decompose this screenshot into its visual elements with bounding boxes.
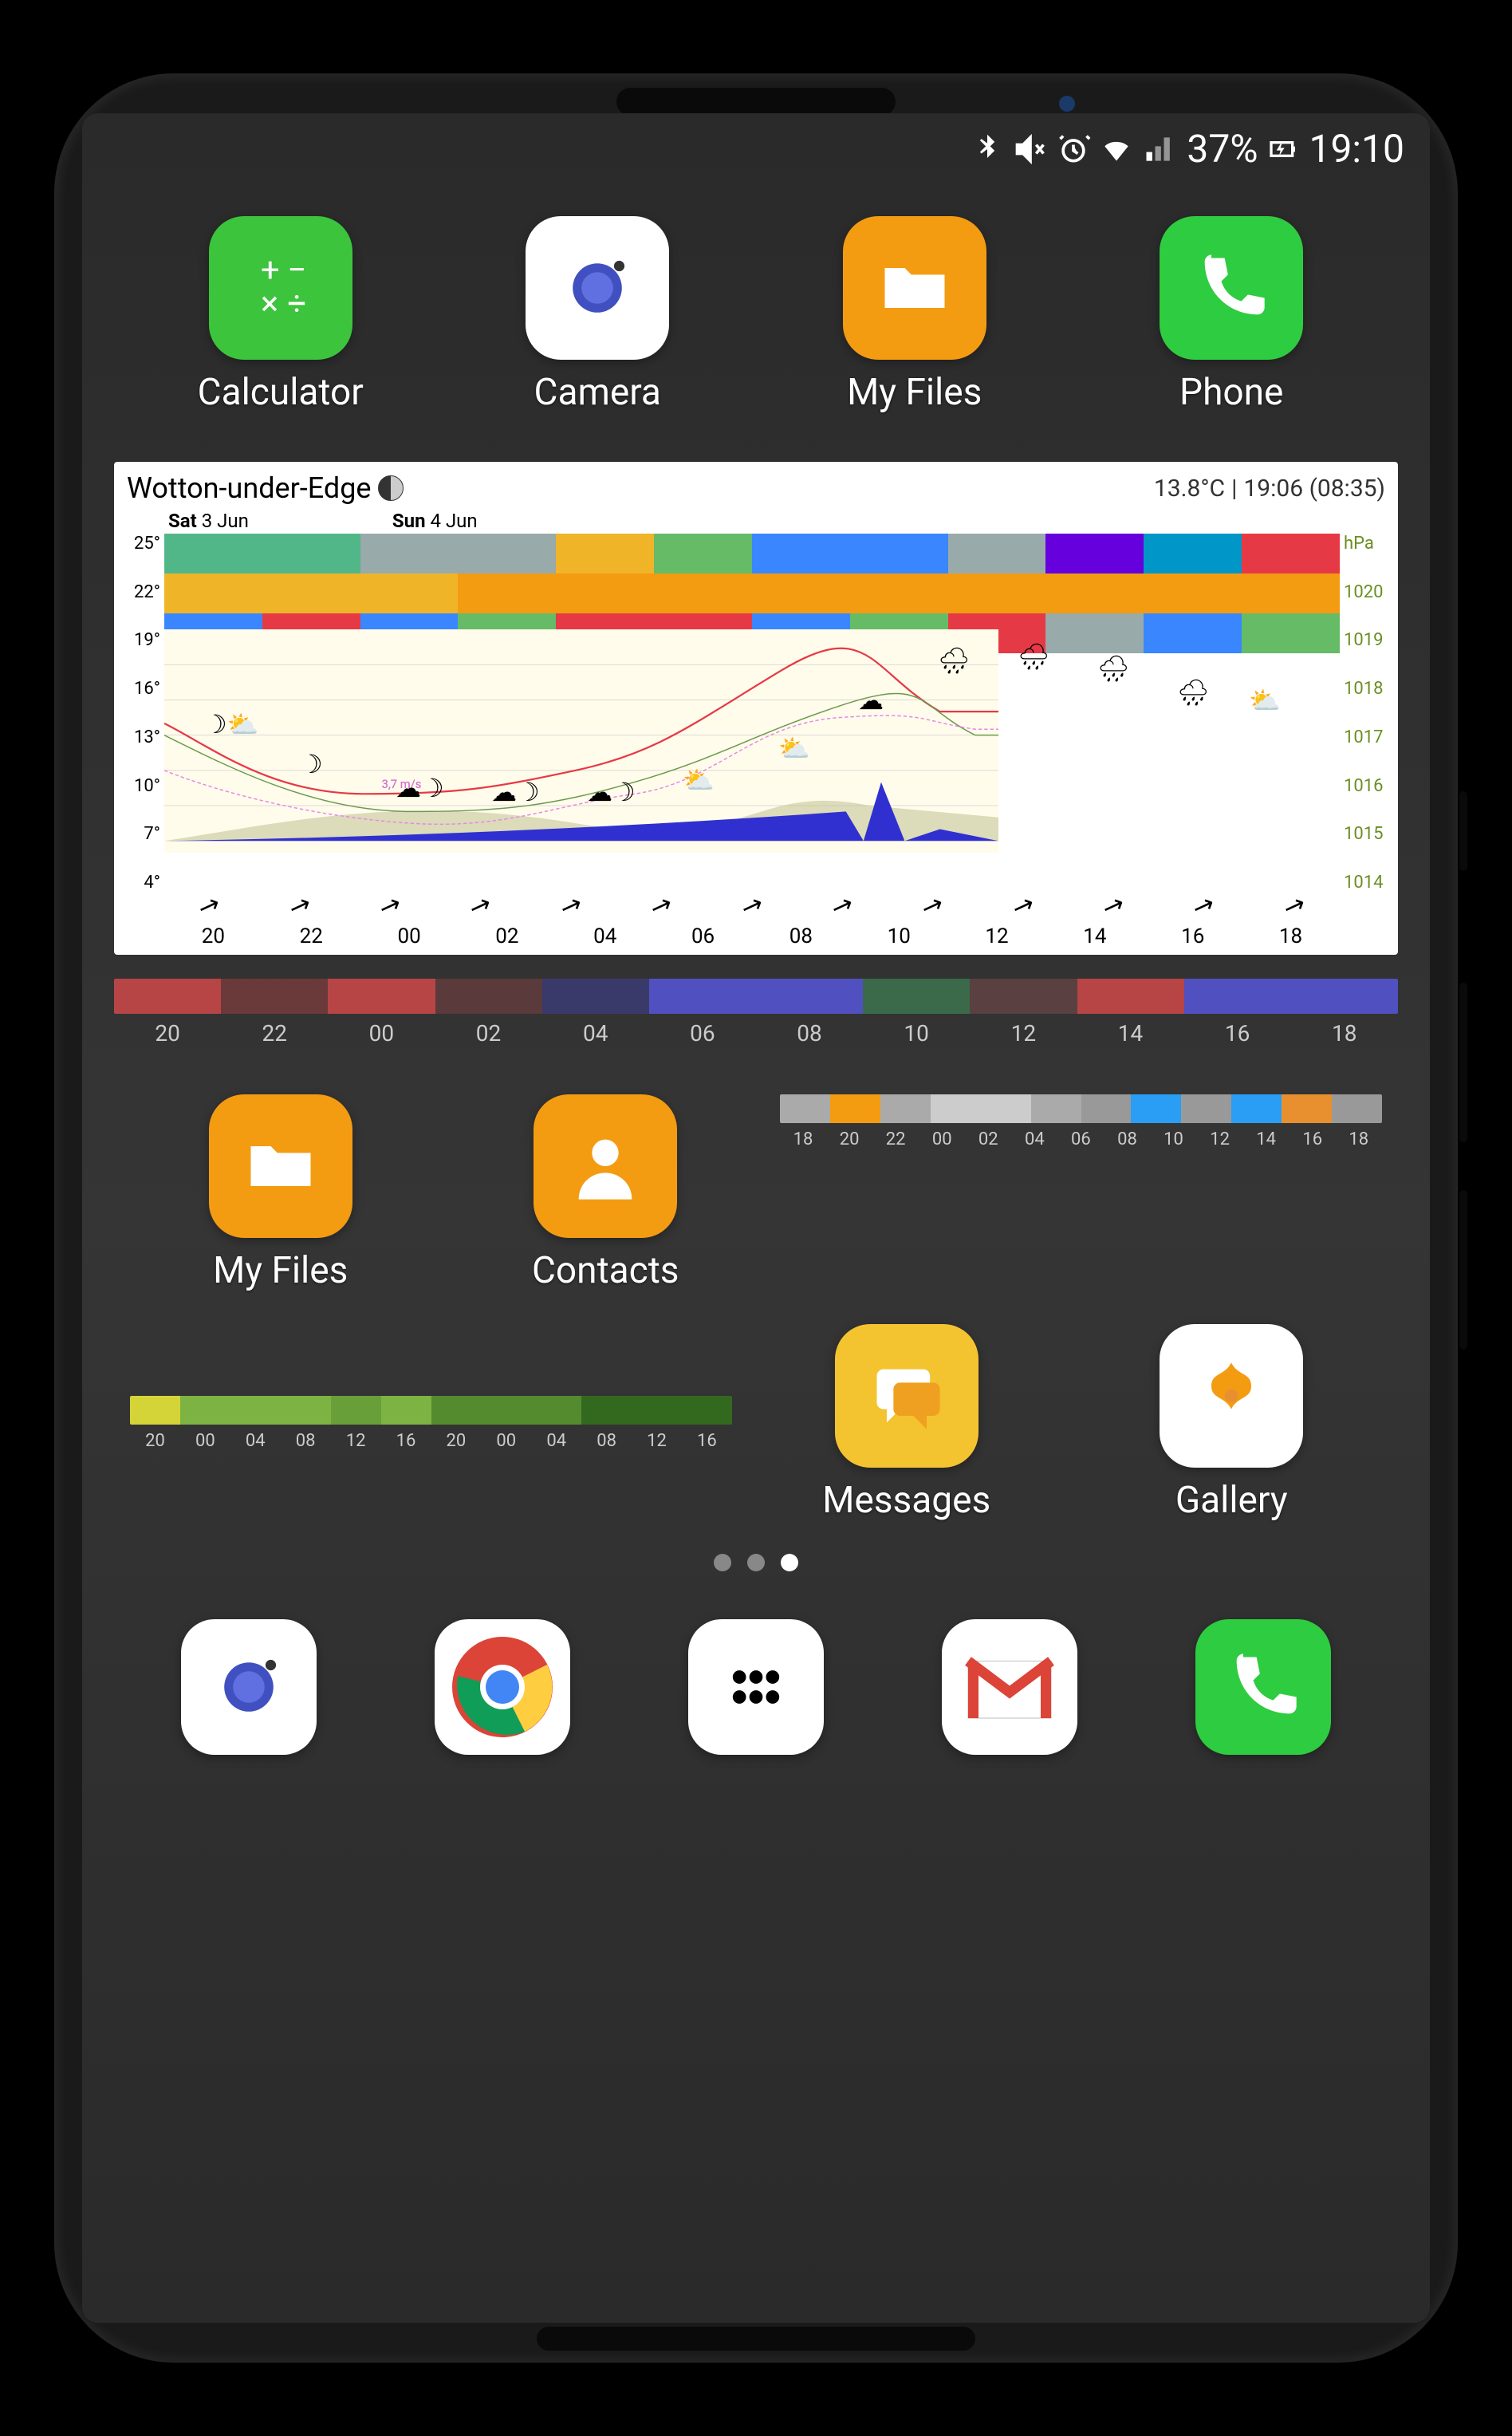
strip-labels: 18202200020406081012141618 [780,1129,1382,1149]
page-indicator[interactable] [82,1554,1430,1571]
side-button [1459,983,1467,1142]
bluetooth-icon [970,132,1005,167]
y-axis-right: hPa1020101910181017101610151014 [1344,534,1392,893]
color-strip [130,1396,732,1425]
app-label: Phone [1179,371,1283,414]
app-label: Messages [822,1479,990,1522]
weather-chart: 25°22°19°16°13°10°7°4° hPa10201019101810… [120,534,1392,948]
weather-strip-1 [164,534,1340,574]
folder-icon [209,1094,352,1238]
weather-dates: Sat 3 Jun Sun 4 Jun [120,508,1392,534]
weather-widget[interactable]: Wotton-under-Edge 13.8°C | 19:06 (08:35)… [114,462,1398,955]
weather-location: Wotton-under-Edge [127,471,372,505]
phone-icon [1160,216,1303,360]
dock-phone[interactable] [1195,1619,1331,1755]
y-axis-left: 25°22°19°16°13°10°7°4° [120,534,160,893]
wifi-icon [1099,132,1134,167]
app-my-files[interactable]: My Files [764,216,1065,414]
contacts-icon [534,1094,677,1238]
mute-icon [1013,132,1048,167]
status-time: 19:10 [1309,126,1404,171]
phone-frame: 37% 19:10 +−×÷ Calculator Camera My File… [54,73,1458,2363]
dock-camera[interactable] [181,1619,317,1755]
status-icons [970,132,1177,167]
weather-header: Wotton-under-Edge 13.8°C | 19:06 (08:35) [120,468,1392,508]
page-dot[interactable] [747,1554,765,1571]
app-label: Calculator [198,371,364,414]
phone-front-camera [1059,96,1075,112]
status-bar[interactable]: 37% 19:10 [82,113,1430,184]
battery-percent: 37% [1187,126,1258,171]
screen: 37% 19:10 +−×÷ Calculator Camera My File… [82,113,1430,2323]
strip-labels: 202200020406081012141618 [114,1020,1398,1047]
wind-arrows: ↗↗↗↗↗↗↗↗↗↗↗↗↗ [164,890,1340,920]
signal-icon [1142,132,1177,167]
app-messages[interactable]: Messages [756,1324,1057,1522]
battery-icon [1267,132,1299,167]
app-row-4: 200004081216200004081216 Messages Galler… [82,1316,1430,1530]
app-my-files[interactable]: My Files [130,1094,431,1292]
app-camera[interactable]: Camera [447,216,749,414]
app-phone[interactable]: Phone [1081,216,1383,414]
widget-strip-3[interactable]: 200004081216200004081216 [130,1396,732,1451]
side-button [1459,791,1467,871]
phone-speaker-bottom [537,2327,975,2351]
moon-phase-icon [378,475,404,501]
dock-gmail[interactable] [942,1619,1077,1755]
gallery-icon [1160,1324,1303,1468]
calculator-icon: +−×÷ [209,216,352,360]
weather-x-axis: 202200020406081012141618 [164,924,1340,948]
page-dot[interactable] [714,1554,731,1571]
messages-icon [835,1324,978,1468]
widget-strip-2[interactable]: 18202200020406081012141618 [780,1094,1382,1149]
weather-time-now: 19:06 (08:35) [1243,475,1385,503]
widget-strip-1[interactable]: 202200020406081012141618 [114,979,1398,1047]
app-label: Camera [534,371,661,414]
svg-text:×: × [261,284,278,323]
app-gallery[interactable]: Gallery [1081,1324,1383,1522]
app-label: My Files [847,371,982,414]
camera-icon [526,216,669,360]
weather-temp-now: 13.8°C [1154,475,1225,503]
dock-chrome[interactable] [435,1619,570,1755]
app-label: Contacts [532,1249,679,1292]
weather-strip-2 [164,574,1340,613]
dock-apps[interactable] [688,1619,824,1755]
color-strip [780,1094,1382,1123]
app-contacts[interactable]: Contacts [455,1094,757,1292]
app-row-1: +−×÷ Calculator Camera My Files Phone [82,184,1430,446]
page-dot[interactable] [781,1554,798,1571]
app-row-3: My Files Contacts 1820220002040608101214… [82,1070,1430,1316]
folder-icon [843,216,986,360]
alarm-icon [1056,132,1091,167]
svg-text:÷: ÷ [287,284,306,323]
app-label: My Files [213,1249,348,1292]
dock [82,1603,1430,1787]
strip-labels: 200004081216200004081216 [130,1431,732,1451]
side-button [1459,1190,1467,1350]
phone-speaker [616,88,896,116]
app-calculator[interactable]: +−×÷ Calculator [130,216,431,414]
app-label: Gallery [1175,1479,1288,1522]
color-strip [114,979,1398,1014]
weather-condition-icons: ☽⛅☽☁☽☁☽☁☽⛅⛅☁🌧🌧🌧🌧⛅ [164,629,1340,853]
